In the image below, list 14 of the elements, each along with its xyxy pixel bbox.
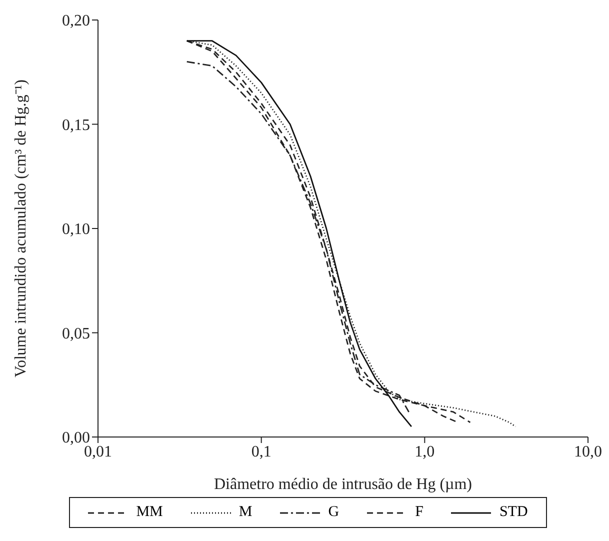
y-tick-label: 0,05 bbox=[62, 325, 90, 342]
y-tick-label: 0,15 bbox=[62, 116, 90, 134]
legend-label: MM bbox=[136, 504, 163, 521]
legend-label: M bbox=[238, 504, 252, 521]
legend-label: STD bbox=[499, 504, 528, 521]
legend-label: F bbox=[415, 504, 424, 521]
x-tick-label: 1,0 bbox=[414, 443, 435, 460]
y-tick-label: 0,10 bbox=[62, 221, 90, 238]
x-tick-label: 0,1 bbox=[251, 443, 272, 460]
x-axis-title: Diâmetro médio de intrusão de Hg (µm) bbox=[214, 476, 472, 493]
y-axis-title: Volume intrundido acumulado (cm³ de Hg.g⁻¹) bbox=[12, 80, 30, 378]
x-tick-label: 10,0 bbox=[574, 443, 602, 460]
legend-label: G bbox=[328, 504, 340, 521]
y-tick-label: 0,20 bbox=[62, 12, 90, 30]
